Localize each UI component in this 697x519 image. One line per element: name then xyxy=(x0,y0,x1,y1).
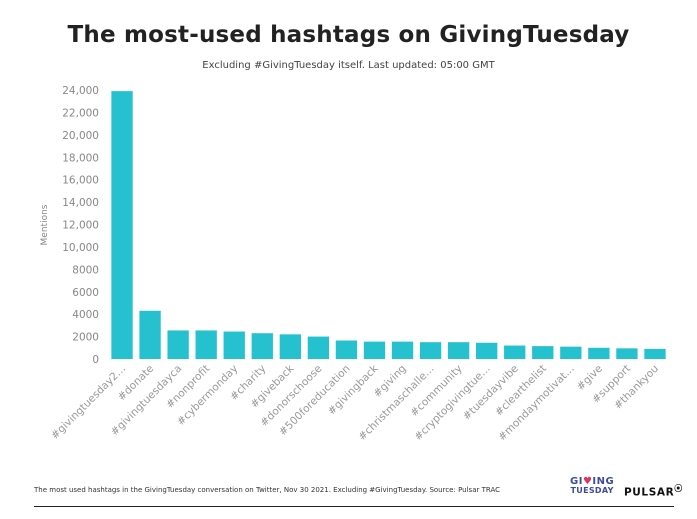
bar xyxy=(195,330,217,359)
y-tick-label: 6000 xyxy=(72,287,99,299)
bar xyxy=(560,346,582,359)
bar xyxy=(616,348,638,359)
chart-title: The most-used hashtags on GivingTuesday xyxy=(67,22,630,48)
y-axis-label: Mentions xyxy=(40,204,50,245)
bar xyxy=(644,348,666,359)
bar xyxy=(335,340,358,359)
bar xyxy=(391,341,414,359)
bar xyxy=(532,346,554,359)
y-tick-label: 20,000 xyxy=(62,130,99,142)
y-tick-label: 16,000 xyxy=(62,175,99,187)
bar xyxy=(251,333,273,359)
y-tick-label: 24,000 xyxy=(62,85,99,97)
bar xyxy=(476,342,498,359)
bar xyxy=(447,342,470,359)
bars xyxy=(111,91,666,360)
bar xyxy=(419,342,442,359)
bar xyxy=(167,330,189,359)
y-tick-label: 4000 xyxy=(72,309,99,321)
y-tick-label: 2000 xyxy=(72,332,99,344)
bar xyxy=(307,336,330,359)
bar xyxy=(588,347,610,359)
bar xyxy=(504,345,526,359)
footer-divider xyxy=(34,506,674,507)
y-tick-label: 0 xyxy=(92,354,99,366)
pulsar-mark-icon: ⦿ xyxy=(674,484,683,493)
y-tick-label: 12,000 xyxy=(62,220,99,232)
x-axis-ticks: #givingtuesday2…#donate#givingtuesdayca#… xyxy=(49,362,661,444)
bar xyxy=(223,331,245,359)
y-tick-label: 22,000 xyxy=(62,107,99,119)
bar xyxy=(139,310,161,359)
y-tick-label: 18,000 xyxy=(62,152,99,164)
y-tick-label: 14,000 xyxy=(62,197,99,209)
bar xyxy=(111,91,133,360)
y-tick-label: 8000 xyxy=(72,264,99,276)
givingtuesday-logo: GI♥ING TUESDAY xyxy=(570,476,615,496)
pulsar-logo: PULSAR⦿ xyxy=(624,484,683,499)
bar xyxy=(279,334,301,359)
y-axis-ticks: 0 2000 4000 6000 8000 10,000 12,000 14,000 16,00… xyxy=(62,85,99,366)
heart-icon: ♥ xyxy=(582,476,593,487)
bar-chart: 0 2000 4000 6000 8000 10,000 12,000 14,000 16,00… xyxy=(40,85,666,444)
y-tick-label: 10,000 xyxy=(62,242,99,254)
chart-subtitle: Excluding #GivingTuesday itself. Last up… xyxy=(202,60,495,71)
bar xyxy=(363,341,386,359)
footer-source-note: The most used hashtags in the GivingTues… xyxy=(34,486,500,494)
